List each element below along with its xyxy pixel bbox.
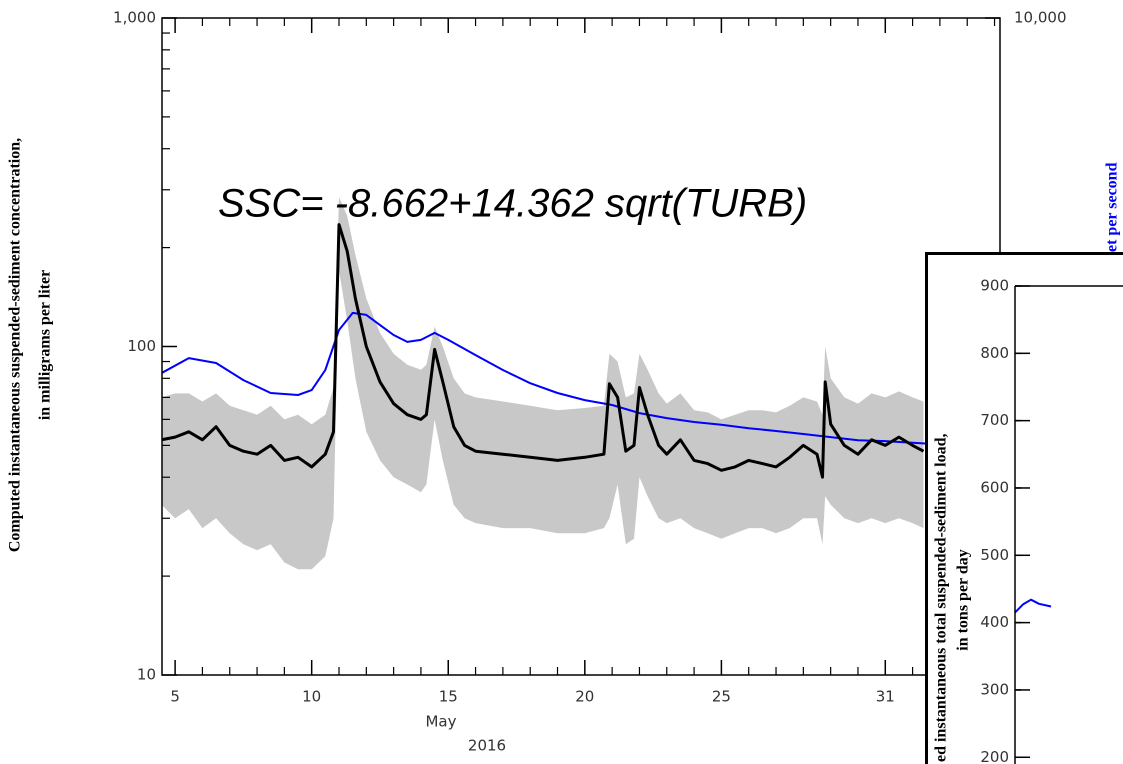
y-axis-label: Computed instantaneous suspended-sedimen… (7, 138, 24, 552)
data-line (1015, 598, 1052, 614)
data-line (162, 223, 925, 479)
axes: 10 100 1,000 10,000 5 10 15 20 25 31 (113, 9, 1066, 706)
y-axis-label: in milligrams per liter (37, 270, 54, 420)
y-tick-label: 200 (980, 748, 1009, 764)
x-tick-label: 20 (575, 688, 594, 706)
plot-area (162, 197, 995, 570)
x-tick-label: 31 (876, 688, 895, 706)
y2-axis-label: et per second (1104, 162, 1121, 252)
y-tick-label: 300 (980, 680, 1009, 698)
x-axis-label: 2016 (468, 737, 506, 755)
uncertainty-band (162, 197, 924, 570)
inset-chart: ed instantaneous total suspended-sedimen… (925, 252, 1123, 764)
inset-frame (925, 252, 1123, 764)
y-axis-label: in tons per day (955, 549, 972, 651)
y-tick-label: 800 (980, 344, 1009, 362)
y-axis-label: ed instantaneous total suspended-sedimen… (933, 434, 950, 763)
x-tick-label: 10 (302, 688, 321, 706)
y-tick-label: 600 (980, 478, 1009, 496)
main-chart: SSC= -8.662+14.362 sqrt(TURB) Computed i… (7, 9, 1121, 755)
plot-frame (161, 17, 1001, 676)
y-tick-label: 900 (980, 277, 1009, 295)
x-axis-label: May (425, 713, 456, 731)
annotation: SSC= -8.662+14.362 sqrt(TURB) (218, 182, 807, 226)
y-tick-label: 10 (137, 666, 156, 684)
x-tick-label: 25 (712, 688, 731, 706)
plot-area (1015, 598, 1052, 614)
y-tick-label: 400 (980, 613, 1009, 631)
y-tick-label: 1,000 (113, 9, 156, 27)
x-tick-label: 15 (439, 688, 458, 706)
data-line (162, 311, 995, 448)
x-tick-label: 5 (170, 688, 180, 706)
y-tick-label: 100 (127, 337, 156, 355)
y-tick-label: 500 (980, 546, 1009, 564)
y-tick-label: 700 (980, 411, 1009, 429)
y2-tick-label: 10,000 (1014, 9, 1067, 27)
